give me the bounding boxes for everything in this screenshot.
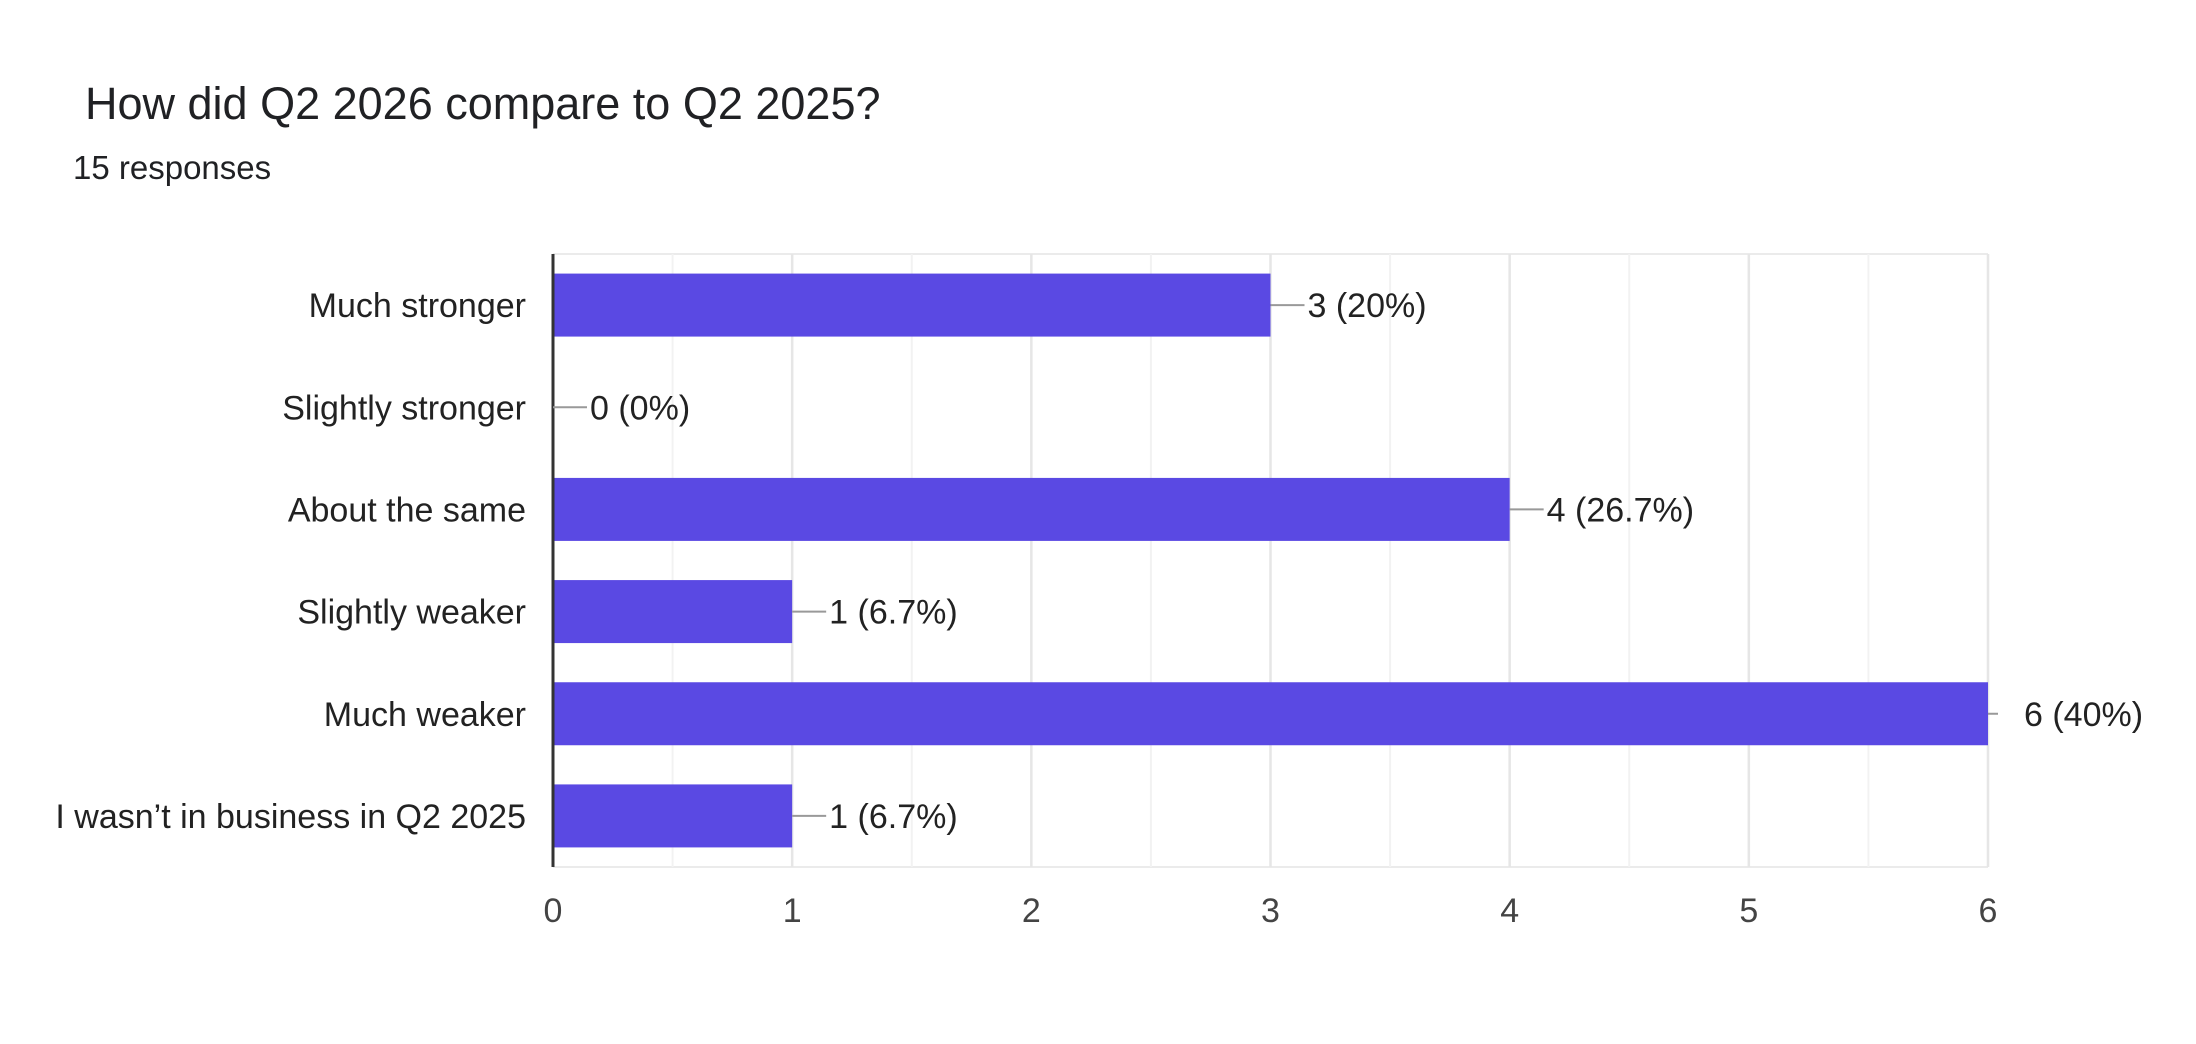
bar[interactable]: [553, 784, 793, 848]
category-label: Slightly weaker: [297, 594, 526, 632]
x-tick-label: 3: [1261, 892, 1280, 930]
x-tick-label: 1: [783, 892, 802, 930]
category-label: Slightly stronger: [282, 389, 526, 427]
data-label: 6 (40%): [2024, 696, 2143, 734]
x-tick-label: 5: [1739, 892, 1758, 930]
x-tick-label: 6: [1979, 892, 1998, 930]
data-label: 3 (20%): [1308, 287, 1427, 325]
bars: [553, 273, 1988, 848]
x-tick-label: 4: [1500, 892, 1519, 930]
data-label: 1 (6.7%): [829, 798, 958, 836]
data-label: 0 (0%): [590, 389, 690, 427]
data-label: 1 (6.7%): [829, 594, 958, 632]
category-label: About the same: [288, 491, 526, 529]
response-count: 15 responses: [73, 149, 272, 186]
x-tick-label: 0: [544, 892, 563, 930]
bar[interactable]: [553, 273, 1271, 337]
category-label: Much weaker: [324, 696, 526, 734]
question-title: How did Q2 2026 compare to Q2 2025?: [85, 78, 881, 129]
bar[interactable]: [553, 477, 1510, 541]
category-label: I wasn’t in business in Q2 2025: [55, 798, 526, 836]
labels: 0 1 2 3 4 5 6 Much stronger 3 (20%) Slightly stro…: [55, 287, 2143, 930]
x-tick-label: 2: [1022, 892, 1041, 930]
category-label: Much stronger: [309, 287, 526, 325]
bar[interactable]: [553, 682, 1988, 746]
gridlines: [553, 253, 1990, 868]
bar[interactable]: [553, 580, 793, 644]
data-label: 4 (26.7%): [1547, 491, 1694, 529]
